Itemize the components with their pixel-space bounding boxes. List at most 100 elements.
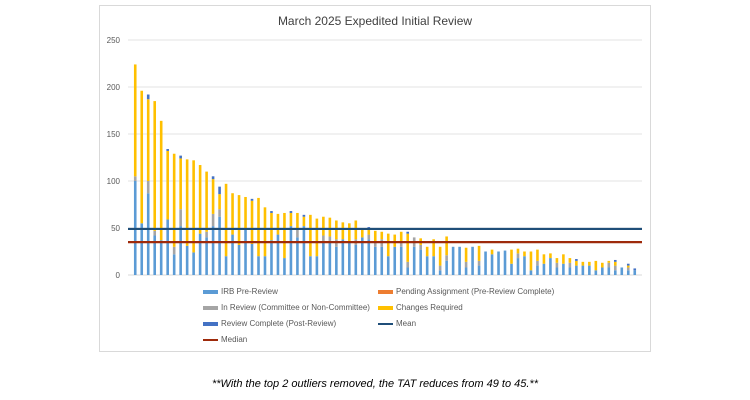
bar-segment (315, 218, 319, 257)
bar-segment (581, 261, 585, 266)
legend-item-pending-assignment: Pending Assignment (Pre-Review Complete) (378, 287, 554, 296)
legend-label: Changes Required (396, 303, 463, 312)
bar-segment (399, 241, 403, 247)
bar-segment (270, 211, 273, 213)
bar-segment (270, 240, 273, 275)
bar-segment (445, 260, 448, 275)
bar-segment (607, 260, 611, 263)
bar-segment (529, 270, 533, 275)
bar-segment (218, 186, 221, 195)
bar-segment (172, 153, 176, 247)
bar-segment (445, 255, 448, 261)
plot-area: 0 50 100 150 200 250 (107, 36, 642, 280)
bar-segment (536, 260, 539, 266)
y-tick-label: 50 (111, 224, 120, 233)
bar-segment (542, 254, 546, 264)
bar-segment (146, 99, 150, 181)
bar-segment (231, 193, 234, 235)
bar-segment (425, 246, 429, 257)
bar-segment (218, 216, 221, 275)
bar-segment (302, 214, 306, 217)
bar-segment (328, 217, 332, 237)
bar-segment (613, 259, 617, 262)
bar-segment (484, 251, 487, 275)
bar-segment (276, 213, 280, 235)
bar-segment (348, 223, 351, 242)
bar-segment (451, 246, 455, 275)
y-tick-label: 0 (116, 271, 121, 280)
y-tick-label: 250 (107, 36, 121, 45)
bar-segment (133, 64, 137, 177)
legend-swatch (203, 321, 218, 326)
bar-segment (367, 239, 371, 275)
bar-segment (133, 176, 137, 181)
bar-segment (419, 249, 422, 275)
chart-title: March 2025 Expedited Initial Review (277, 14, 473, 28)
legend-item-median: Median (203, 335, 247, 344)
bar-segment (179, 155, 182, 159)
bar-segment (250, 243, 254, 275)
bar-segment (581, 265, 585, 275)
bar-segment (549, 253, 552, 259)
bar-segment (146, 181, 150, 194)
bar-segment (367, 228, 371, 235)
bar-segment (335, 246, 338, 275)
bar-segment (296, 212, 299, 230)
legend-item-review-complete: Review Complete (Post-Review) (203, 319, 336, 328)
bar-segment (211, 213, 215, 227)
bar-segment (445, 236, 448, 256)
bar-segment (237, 244, 241, 275)
bar-segment (588, 265, 591, 275)
bar-segment (477, 265, 481, 275)
bar-segment (613, 270, 617, 275)
bar-segment (153, 230, 157, 236)
bar-segment (575, 259, 578, 261)
bar-segment (626, 270, 630, 275)
bar-segment (224, 256, 228, 275)
bar-segment (555, 267, 559, 275)
bar-segment (386, 233, 390, 257)
bar-segment (341, 239, 345, 275)
bar-segment (205, 231, 208, 238)
bar-segment (477, 260, 481, 266)
bar-segment (386, 256, 390, 275)
bar-segment (516, 248, 520, 254)
bar-segment (322, 216, 325, 236)
bar-segment (263, 207, 267, 257)
bar-segment (562, 263, 565, 275)
bar-segment (542, 263, 546, 275)
bar-segment (523, 251, 526, 257)
bar-segment (471, 246, 474, 275)
bar-segment (296, 229, 299, 238)
legend-swatch (203, 305, 218, 310)
bar-segment (218, 209, 221, 217)
bar-segment (328, 236, 332, 242)
bar-segment (172, 254, 176, 275)
bar-segment (322, 235, 325, 242)
bar-segment (159, 120, 163, 241)
bar-segment (464, 261, 468, 268)
legend-item-mean: Mean (378, 319, 416, 328)
bar-segment (575, 260, 578, 266)
bar-segment (613, 265, 617, 271)
bar-segment (276, 234, 280, 275)
bar-segment (626, 267, 630, 271)
bar-segment (205, 237, 208, 275)
bar-segment (510, 263, 513, 275)
bar-segment (309, 214, 312, 257)
bar-segment (211, 176, 215, 180)
bar-segment (607, 267, 611, 275)
bar-segment (315, 256, 319, 275)
bar-segment (166, 219, 169, 275)
legend-label: In Review (Committee or Non-Committee) (221, 303, 370, 312)
legend-swatch (203, 289, 218, 294)
bar-segment (477, 245, 481, 261)
bar-segment (555, 258, 559, 263)
bar-segment (523, 256, 526, 275)
y-tick-label: 200 (107, 83, 121, 92)
bar-segment (192, 160, 195, 253)
bar-segment (613, 261, 617, 266)
bar-segment (146, 94, 150, 100)
legend-label: Mean (396, 319, 417, 328)
bar-segment (568, 267, 572, 275)
